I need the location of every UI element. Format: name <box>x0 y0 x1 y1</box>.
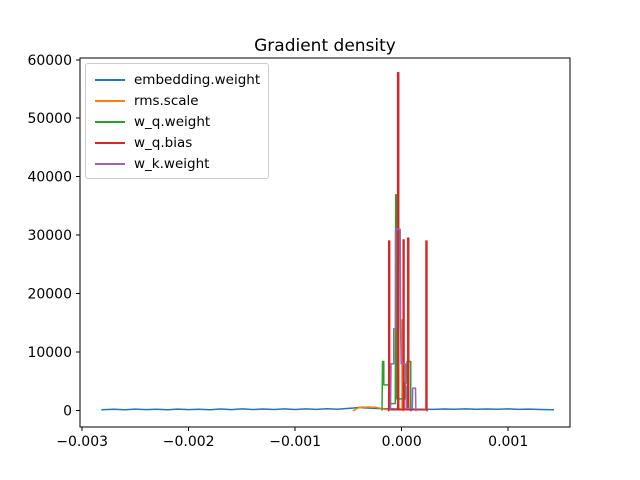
y-tick-label: 10000 <box>27 345 72 361</box>
x-tick-label: −0.003 <box>56 434 108 450</box>
x-tick-label: −0.001 <box>269 434 321 450</box>
legend-line-swatch <box>95 141 125 144</box>
y-tick-label: 30000 <box>27 228 72 244</box>
series-lines <box>101 71 555 412</box>
legend-line-swatch <box>95 99 125 102</box>
x-tick-label: 0.001 <box>488 434 528 450</box>
y-tick-label: 40000 <box>27 170 72 186</box>
legend-item-embedding.weight: embedding.weight <box>86 69 268 90</box>
legend-box: embedding.weight rms.scale w_q.weight w_q.b… <box>85 63 269 179</box>
legend-label: rms.scale <box>134 92 199 109</box>
y-tick-label: 60000 <box>27 53 72 69</box>
axis-ticks: −0.003 −0.002 −0.001 0.000 0.001 0 10000 20000 3… <box>27 53 528 450</box>
x-tick-label: −0.002 <box>163 434 215 450</box>
density-line-embedding.weight <box>101 406 555 411</box>
legend-item-w_q.weight: w_q.weight <box>86 111 268 132</box>
y-tick-label: 20000 <box>27 287 72 303</box>
legend-item-w_k.weight: w_k.weight <box>86 153 268 174</box>
density-line-w_q.bias <box>387 71 428 412</box>
density-line-w_k.weight <box>389 228 417 412</box>
legend-label: w_q.bias <box>134 134 193 151</box>
legend-label: w_k.weight <box>134 155 210 172</box>
legend-line-swatch <box>95 162 125 165</box>
legend-item-rms.scale: rms.scale <box>86 90 268 111</box>
axes-spines <box>79 57 571 428</box>
legend-line-swatch <box>95 78 125 81</box>
y-tick-label: 50000 <box>27 111 72 127</box>
chart-title: Gradient density <box>254 36 396 56</box>
legend-line-swatch <box>95 120 125 123</box>
legend-item-w_q.bias: w_q.bias <box>86 132 268 153</box>
x-tick-label: 0.000 <box>382 434 422 450</box>
y-tick-label: 0 <box>63 404 72 420</box>
legend-label: w_q.weight <box>134 113 211 130</box>
legend-label: embedding.weight <box>134 71 261 88</box>
